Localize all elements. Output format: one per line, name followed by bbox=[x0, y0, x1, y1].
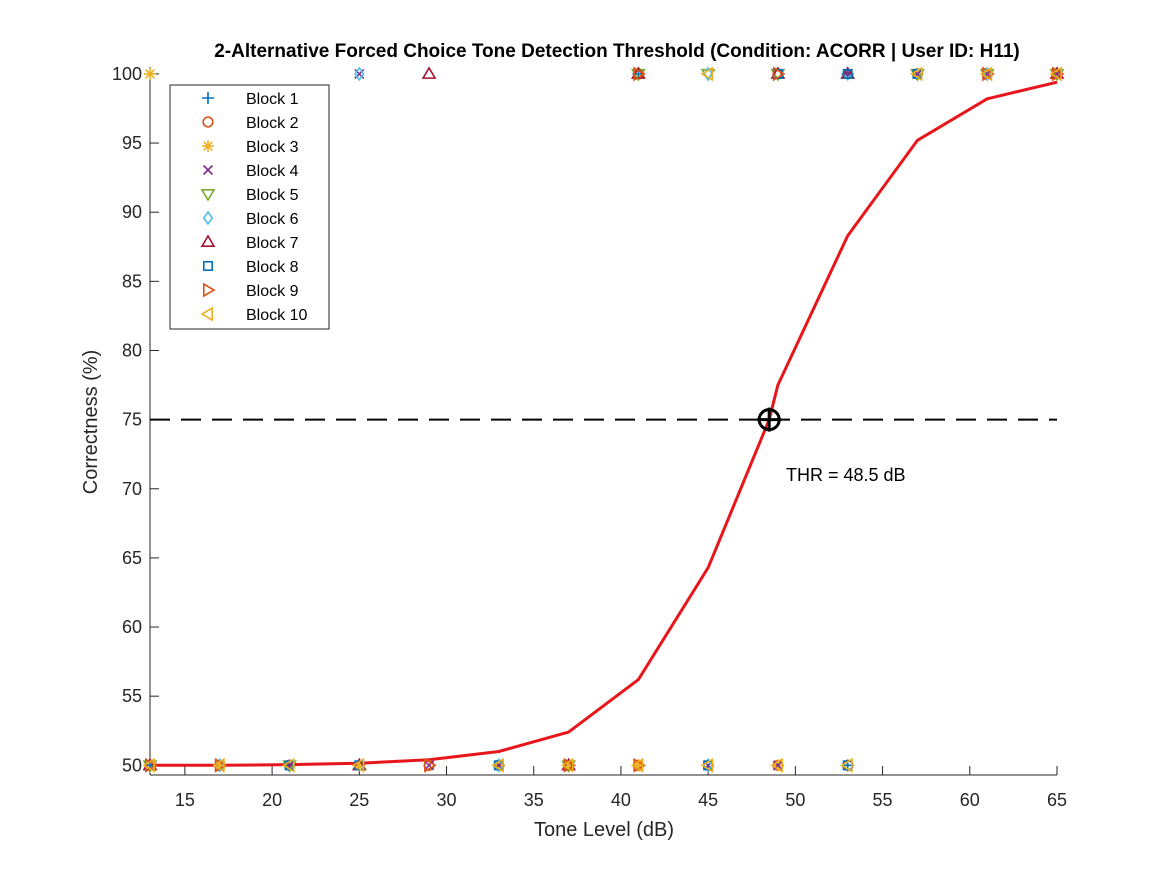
legend-marker bbox=[202, 140, 214, 152]
y-tick-label: 50 bbox=[122, 755, 142, 775]
x-tick-label: 15 bbox=[175, 790, 195, 810]
data-point bbox=[353, 759, 366, 772]
x-axis-label: Tone Level (dB) bbox=[534, 819, 674, 841]
data-point bbox=[561, 757, 574, 773]
x-tick-label: 30 bbox=[437, 790, 457, 810]
data-point bbox=[491, 757, 504, 773]
legend-label: Block 10 bbox=[246, 307, 307, 324]
data-point bbox=[284, 760, 295, 771]
legend-marker bbox=[202, 164, 214, 176]
legend-label: Block 5 bbox=[246, 187, 299, 204]
data-point bbox=[842, 68, 853, 79]
data-point bbox=[700, 757, 714, 773]
y-tick-label: 65 bbox=[122, 548, 142, 568]
data-point bbox=[145, 757, 158, 773]
data-point bbox=[632, 759, 645, 772]
y-tick-label: 55 bbox=[122, 686, 142, 706]
data-point bbox=[982, 66, 995, 82]
legend-marker bbox=[203, 260, 214, 271]
x-tick-label: 55 bbox=[873, 790, 893, 810]
legend-marker bbox=[202, 116, 214, 128]
data-point bbox=[214, 757, 228, 773]
x-tick-label: 50 bbox=[785, 790, 805, 810]
legend-label: Block 2 bbox=[246, 115, 299, 132]
legend-label: Block 7 bbox=[246, 235, 299, 252]
legend: Block 1 Block 2 Block 3 Block 4 Block 5 Block… bbox=[169, 84, 330, 330]
data-point bbox=[213, 759, 226, 772]
data-point bbox=[772, 66, 786, 82]
legend-marker bbox=[202, 210, 214, 226]
data-point bbox=[562, 759, 575, 772]
y-tick-label: 80 bbox=[122, 340, 142, 360]
legend-marker bbox=[200, 234, 216, 247]
data-point bbox=[633, 66, 646, 82]
data-point bbox=[633, 757, 646, 773]
data-point bbox=[912, 68, 923, 79]
x-tick-label: 35 bbox=[524, 790, 544, 810]
y-tick-label: 60 bbox=[122, 617, 142, 637]
data-point bbox=[212, 757, 225, 773]
series-9 bbox=[145, 66, 1065, 773]
data-point bbox=[700, 66, 714, 82]
data-point bbox=[351, 757, 365, 773]
fit-curve bbox=[150, 80, 1058, 767]
y-tick-label: 85 bbox=[122, 271, 142, 291]
y-tick-label: 90 bbox=[122, 202, 142, 222]
data-point bbox=[1049, 66, 1062, 82]
data-point bbox=[281, 757, 295, 773]
y-tick-label: 70 bbox=[122, 479, 142, 499]
legend-label: Block 1 bbox=[246, 91, 299, 108]
x-tick-label: 45 bbox=[698, 790, 718, 810]
threshold-marker bbox=[757, 407, 782, 432]
data-point bbox=[909, 66, 923, 82]
legend-marker bbox=[200, 306, 213, 322]
threshold-annotation: THR = 48.5 dB bbox=[786, 465, 906, 485]
data-point bbox=[979, 66, 993, 82]
x-tick-label: 60 bbox=[960, 790, 980, 810]
legend-marker bbox=[200, 189, 216, 202]
series-10 bbox=[142, 66, 1062, 773]
plot-area: 15 20 25 30 35 40 45 50 55 60 65 50 55 60 65 70 75 80 85 90… bbox=[112, 64, 1067, 810]
legend-label: Block 4 bbox=[246, 163, 299, 180]
data-point bbox=[144, 67, 156, 80]
data-point bbox=[421, 66, 437, 79]
data-point bbox=[563, 757, 577, 773]
legend-label: Block 9 bbox=[246, 283, 299, 300]
legend-marker bbox=[202, 92, 214, 104]
legend-label: Block 3 bbox=[246, 139, 299, 156]
legend-marker bbox=[203, 282, 216, 298]
legend-label: Block 6 bbox=[246, 211, 299, 228]
data-point bbox=[1052, 66, 1065, 82]
data-point bbox=[142, 757, 155, 773]
data-point bbox=[424, 757, 437, 773]
x-tick-label: 40 bbox=[611, 790, 631, 810]
data-point bbox=[772, 760, 783, 771]
legend-label: Block 8 bbox=[246, 259, 299, 276]
y-tick-label: 100 bbox=[112, 64, 142, 84]
y-axis-label: Correctness (%) bbox=[80, 350, 102, 494]
data-point bbox=[354, 66, 365, 82]
x-tick-label: 65 bbox=[1047, 790, 1067, 810]
data-point bbox=[424, 760, 435, 771]
y-tick-label: 95 bbox=[122, 133, 142, 153]
data-point bbox=[630, 757, 644, 773]
chart-title: 2-Alternative Forced Choice Tone Detecti… bbox=[214, 41, 1020, 62]
x-tick-label: 20 bbox=[262, 790, 282, 810]
data-point bbox=[1051, 68, 1063, 79]
y-tick-label: 75 bbox=[122, 410, 142, 430]
x-tick-label: 25 bbox=[349, 790, 369, 810]
data-point bbox=[840, 757, 853, 773]
data-point bbox=[770, 757, 783, 773]
legend-box bbox=[169, 84, 330, 330]
